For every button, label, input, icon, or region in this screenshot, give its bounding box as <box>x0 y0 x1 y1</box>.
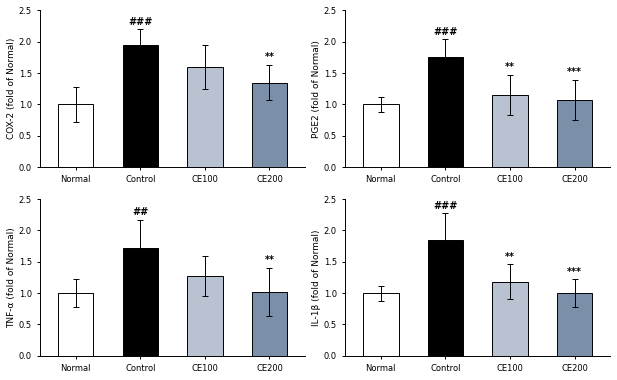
Bar <box>557 100 592 167</box>
Y-axis label: IL-1β (fold of Normal): IL-1β (fold of Normal) <box>312 229 321 326</box>
Bar <box>428 240 463 356</box>
Bar <box>428 57 463 167</box>
Bar <box>123 248 158 356</box>
Bar <box>557 293 592 356</box>
Bar <box>58 105 93 167</box>
Text: ###: ### <box>128 17 152 27</box>
Text: ***: *** <box>567 267 582 277</box>
Bar <box>123 45 158 167</box>
Text: ###: ### <box>433 201 458 211</box>
Bar <box>492 95 528 167</box>
Text: ##: ## <box>132 207 149 217</box>
Y-axis label: TNF-α (fold of Normal): TNF-α (fold of Normal) <box>7 227 16 328</box>
Bar <box>187 67 223 167</box>
Bar <box>363 293 399 356</box>
Bar <box>252 292 288 356</box>
Y-axis label: PGE2 (fold of Normal): PGE2 (fold of Normal) <box>312 40 321 138</box>
Text: ***: *** <box>567 68 582 78</box>
Bar <box>492 282 528 356</box>
Y-axis label: COX-2 (fold of Normal): COX-2 (fold of Normal) <box>7 38 16 139</box>
Text: **: ** <box>505 62 515 73</box>
Bar <box>252 82 288 167</box>
Bar <box>58 293 93 356</box>
Bar <box>187 276 223 356</box>
Text: **: ** <box>265 52 275 62</box>
Text: **: ** <box>505 252 515 262</box>
Text: ###: ### <box>433 27 458 37</box>
Bar <box>363 105 399 167</box>
Text: **: ** <box>265 255 275 266</box>
